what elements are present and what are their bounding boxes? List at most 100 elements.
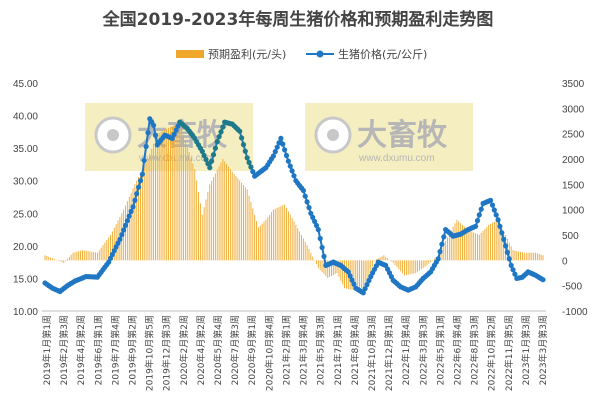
profit-bar <box>254 214 256 261</box>
profit-bar <box>179 123 181 261</box>
profit-bar <box>162 130 164 261</box>
profit-bar <box>85 250 87 261</box>
price-point <box>493 212 499 218</box>
price-point <box>345 269 351 275</box>
profit-bar <box>80 250 82 261</box>
x-tick-label: 2021年12月第1周 <box>383 315 395 391</box>
price-point <box>347 273 353 279</box>
profit-bar <box>488 224 490 261</box>
profit-bar <box>265 219 267 261</box>
profit-bar <box>383 255 385 261</box>
profit-bar <box>106 240 108 261</box>
profit-bar <box>44 255 46 261</box>
legend-bar-swatch <box>176 50 204 58</box>
price-point <box>152 132 159 138</box>
price-point <box>512 271 518 277</box>
x-tick-label: 2022年5月第1周 <box>434 315 446 385</box>
profit-bar <box>359 260 360 290</box>
profit-bar <box>184 140 186 261</box>
profit-bar <box>413 260 415 274</box>
profit-bar <box>297 228 299 261</box>
profit-bar <box>493 221 495 261</box>
price-point <box>510 267 516 273</box>
profit-bar <box>272 209 274 261</box>
profit-bar <box>214 173 216 261</box>
price-point <box>218 129 224 135</box>
profit-bar <box>59 260 61 262</box>
profit-bar <box>377 258 379 261</box>
profit-bar <box>280 206 282 261</box>
profit-bar <box>447 237 448 261</box>
profit-bar <box>536 253 538 261</box>
profit-bar <box>512 250 514 261</box>
price-point <box>240 142 247 148</box>
profit-bar <box>486 226 488 261</box>
profit-bar <box>426 260 428 266</box>
profit-bar <box>409 260 411 275</box>
profit-bar <box>405 260 407 276</box>
profit-bar <box>164 129 166 261</box>
profit-bar <box>523 252 525 261</box>
price-point <box>302 193 308 199</box>
profit-bar <box>224 161 226 261</box>
profit-bar <box>458 221 460 261</box>
profit-bar <box>396 260 398 268</box>
profit-bar <box>269 214 271 261</box>
profit-bar <box>252 208 254 261</box>
x-tick-label: 2020年10月第4周 <box>263 315 275 391</box>
profit-bar <box>65 260 67 261</box>
profit-bar <box>153 143 155 261</box>
x-tick-label: 2019年12月第3周 <box>161 315 173 391</box>
profit-bar <box>463 226 465 261</box>
profit-bar <box>375 259 377 261</box>
profit-bar <box>91 251 93 261</box>
profit-bar <box>353 260 355 291</box>
profit-bar <box>301 235 302 261</box>
profit-bar <box>334 260 336 275</box>
profit-bar <box>216 169 218 261</box>
profit-bar <box>293 221 295 261</box>
profit-bar <box>160 131 162 261</box>
profit-bar <box>181 129 183 261</box>
price-point <box>504 249 510 255</box>
profit-bar <box>156 133 158 261</box>
x-tick-label: 2019年4月第2周 <box>75 315 87 385</box>
profit-bar <box>327 260 329 279</box>
price-point <box>134 191 140 197</box>
price-point <box>283 152 290 159</box>
profit-bar <box>70 254 72 261</box>
profit-bar <box>379 257 381 261</box>
price-point <box>540 277 546 283</box>
profit-bar <box>76 251 78 261</box>
profit-bar <box>136 180 138 261</box>
profit-bar <box>480 232 482 261</box>
price-point <box>315 227 321 233</box>
y-right-tick-label: 1500 <box>562 180 585 191</box>
profit-bar <box>171 126 173 261</box>
profit-bar <box>194 169 196 261</box>
x-tick-label: 2019年6月第1周 <box>92 315 104 385</box>
profit-bar <box>57 260 59 261</box>
profit-bar <box>411 260 413 274</box>
profit-bar <box>211 180 213 261</box>
profit-bar <box>448 233 450 261</box>
price-point <box>272 149 278 155</box>
profit-bar <box>398 260 400 270</box>
profit-bar <box>529 252 531 261</box>
profit-bar <box>53 259 55 261</box>
chart-title: 全国2019-2023年每周生猪价格和预期盈利走势图 <box>102 9 494 30</box>
price-point <box>313 222 320 229</box>
profit-bar <box>244 187 246 261</box>
x-tick-label: 2021年7月第1周 <box>332 315 344 385</box>
price-point <box>474 218 481 224</box>
profit-bar <box>95 252 96 261</box>
profit-bar <box>229 169 231 261</box>
profit-bar <box>422 260 424 268</box>
profit-bar <box>428 260 430 264</box>
price-point <box>300 187 306 194</box>
profit-bar <box>499 223 501 261</box>
profit-bar <box>186 146 188 261</box>
profit-bar <box>289 214 291 261</box>
